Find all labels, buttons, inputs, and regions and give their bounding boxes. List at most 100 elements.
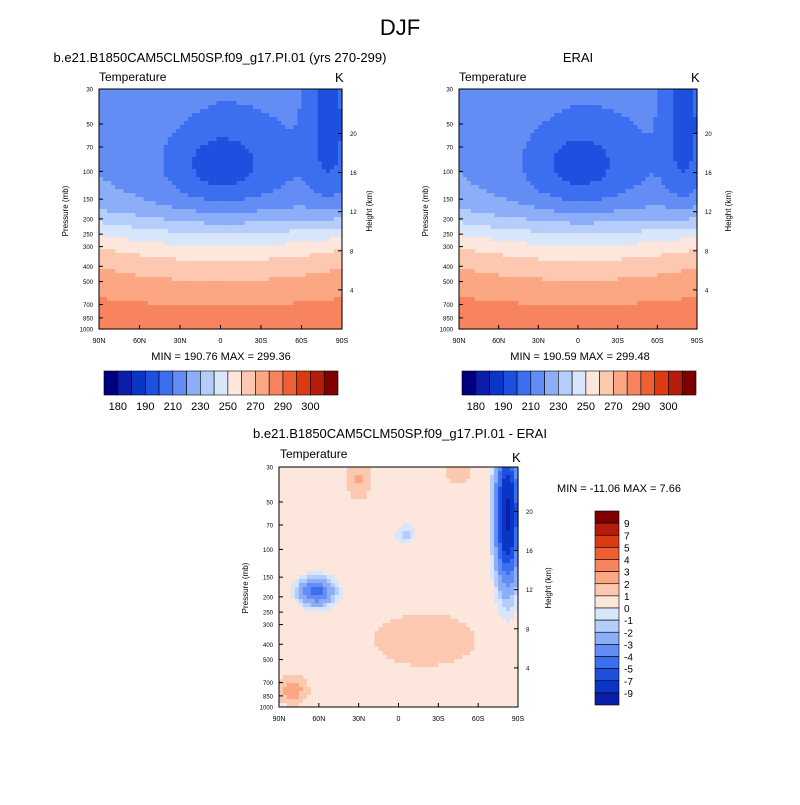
field-cell bbox=[115, 145, 120, 150]
field-cell bbox=[164, 201, 169, 206]
field-cell bbox=[318, 289, 323, 294]
field-cell bbox=[483, 189, 488, 194]
field-cell bbox=[249, 249, 254, 254]
field-cell bbox=[306, 201, 311, 206]
field-cell bbox=[519, 149, 524, 154]
field-cell bbox=[180, 97, 185, 102]
field-cell bbox=[297, 209, 302, 214]
field-cell bbox=[519, 289, 524, 294]
field-cell bbox=[127, 293, 132, 298]
field-cell bbox=[542, 245, 547, 250]
field-cell bbox=[467, 277, 472, 282]
field-cell bbox=[200, 273, 205, 278]
field-cell bbox=[257, 241, 262, 246]
field-cell bbox=[310, 141, 315, 146]
field-cell bbox=[318, 185, 323, 190]
field-cell bbox=[204, 225, 209, 230]
field-cell bbox=[479, 221, 484, 226]
field-cell bbox=[322, 313, 327, 318]
field-cell bbox=[127, 193, 132, 198]
field-cell bbox=[249, 241, 254, 246]
field-cell bbox=[168, 229, 173, 234]
field-cell bbox=[463, 205, 468, 210]
field-cell bbox=[152, 145, 157, 150]
field-cell bbox=[538, 173, 543, 178]
field-cell bbox=[148, 89, 153, 94]
field-cell bbox=[285, 297, 290, 302]
field-cell bbox=[204, 297, 209, 302]
field-cell bbox=[511, 249, 516, 254]
field-cell bbox=[519, 321, 524, 326]
field-cell bbox=[334, 257, 339, 262]
field-cell bbox=[172, 317, 177, 322]
field-cell bbox=[530, 229, 535, 234]
field-cell bbox=[538, 161, 543, 166]
field-cell bbox=[269, 197, 274, 202]
field-cell bbox=[326, 165, 331, 170]
field-cell bbox=[249, 145, 254, 150]
field-cell bbox=[204, 137, 209, 142]
field-cell bbox=[503, 157, 508, 162]
field-cell bbox=[180, 305, 185, 310]
field-cell bbox=[459, 161, 464, 166]
field-cell bbox=[140, 261, 145, 266]
field-cell bbox=[176, 289, 181, 294]
field-cell bbox=[475, 313, 480, 318]
field-cell bbox=[542, 177, 547, 182]
field-cell bbox=[503, 309, 508, 314]
field-cell bbox=[188, 185, 193, 190]
field-cell bbox=[463, 221, 468, 226]
field-cell bbox=[495, 185, 500, 190]
field-cell bbox=[127, 217, 132, 222]
field-cell bbox=[330, 197, 335, 202]
field-cell bbox=[103, 313, 108, 318]
field-cell bbox=[257, 161, 262, 166]
field-cell bbox=[123, 201, 128, 206]
field-cell bbox=[237, 165, 242, 170]
field-cell bbox=[176, 137, 181, 142]
field-cell bbox=[115, 121, 120, 126]
field-cell bbox=[519, 121, 524, 126]
field-cell bbox=[306, 177, 311, 182]
field-cell bbox=[322, 217, 327, 222]
field-cell bbox=[471, 277, 476, 282]
field-cell bbox=[233, 201, 238, 206]
field-cell bbox=[168, 241, 173, 246]
field-cell bbox=[285, 109, 290, 114]
field-cell bbox=[135, 301, 140, 306]
panel-model-left-label: Temperature bbox=[99, 70, 167, 84]
field-cell bbox=[192, 201, 197, 206]
field-cell bbox=[123, 217, 128, 222]
field-cell bbox=[530, 221, 535, 226]
field-cell bbox=[326, 173, 331, 178]
field-cell bbox=[152, 173, 157, 178]
field-cell bbox=[297, 257, 302, 262]
field-cell bbox=[156, 265, 161, 270]
field-cell bbox=[156, 229, 161, 234]
field-cell bbox=[233, 137, 238, 142]
field-cell bbox=[326, 97, 331, 102]
panel-erai-y2label: Height (km) bbox=[724, 190, 733, 232]
field-cell bbox=[261, 245, 266, 250]
field-cell bbox=[495, 129, 500, 134]
field-cell bbox=[334, 153, 339, 158]
field-cell bbox=[511, 253, 516, 258]
field-cell bbox=[277, 261, 282, 266]
field-cell bbox=[318, 117, 323, 122]
field-cell bbox=[281, 217, 286, 222]
field-cell bbox=[111, 257, 116, 262]
field-cell bbox=[245, 181, 250, 186]
field-cell bbox=[269, 253, 274, 258]
field-cell bbox=[212, 113, 217, 118]
field-cell bbox=[180, 317, 185, 322]
field-cell bbox=[310, 265, 315, 270]
field-cell bbox=[526, 181, 531, 186]
field-cell bbox=[306, 105, 311, 110]
field-cell bbox=[160, 321, 165, 326]
field-cell bbox=[530, 265, 535, 270]
field-cell bbox=[160, 237, 165, 242]
field-cell bbox=[297, 157, 302, 162]
field-cell bbox=[515, 145, 520, 150]
field-cell bbox=[172, 117, 177, 122]
field-cell bbox=[241, 237, 246, 242]
